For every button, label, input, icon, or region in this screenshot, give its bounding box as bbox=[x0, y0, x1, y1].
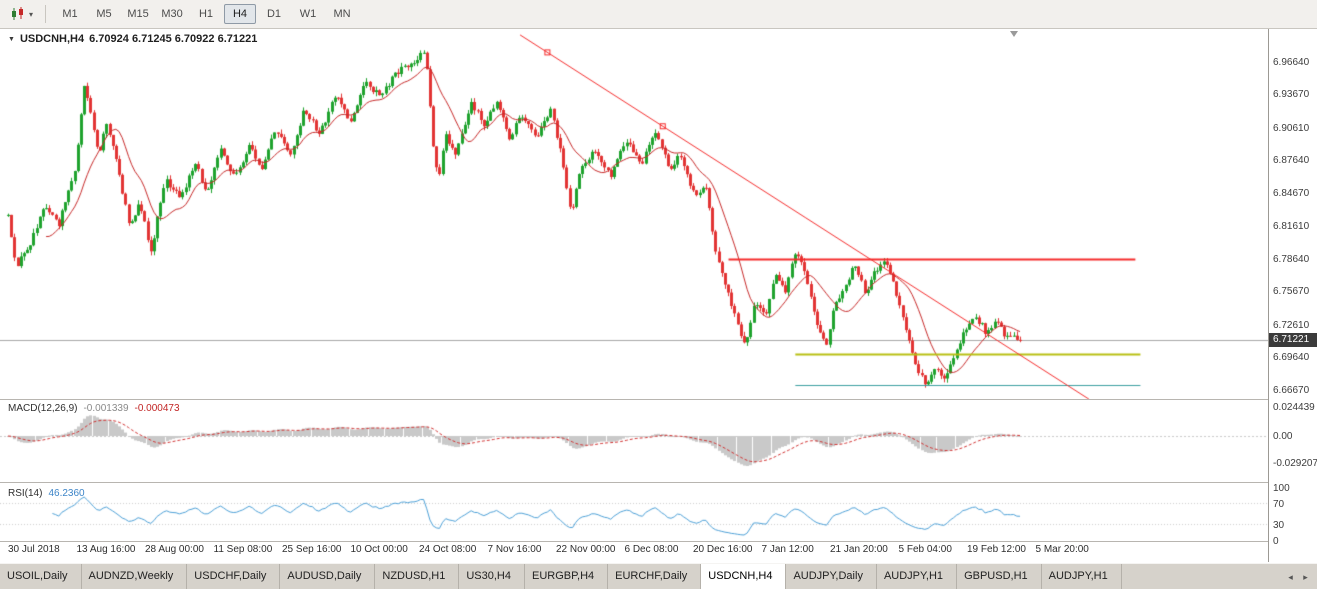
timeframe-button-m15[interactable]: M15 bbox=[127, 8, 149, 20]
price-axis-label: 6.90610 bbox=[1273, 122, 1310, 134]
time-axis-label: 5 Mar 20:00 bbox=[1035, 544, 1089, 555]
toolbar-separator bbox=[45, 5, 47, 23]
chart-tab-audjpy-h1[interactable]: AUDJPY,H1 bbox=[1042, 564, 1122, 589]
chart-shift-marker-icon[interactable] bbox=[1010, 31, 1018, 37]
price-axis-label: 6.81610 bbox=[1273, 221, 1310, 233]
price-macd-separator[interactable] bbox=[0, 399, 1317, 400]
macd-scale-label: -0.029207 bbox=[1273, 458, 1317, 469]
macd-label-row: MACD(12,26,9) -0.001339 -0.000473 bbox=[8, 403, 180, 414]
chart-tab-nzdusd-h1[interactable]: NZDUSD,H1 bbox=[375, 564, 460, 589]
time-axis-label: 25 Sep 16:00 bbox=[282, 544, 342, 555]
chart-tab-eurchf-daily[interactable]: EURCHF,Daily bbox=[608, 564, 702, 589]
price-axis-label: 6.69640 bbox=[1273, 352, 1310, 364]
tab-scrolls: ◂ ▸ bbox=[1283, 564, 1317, 589]
macd-label: MACD(12,26,9) bbox=[8, 403, 78, 414]
current-price-badge: 6.71221 bbox=[1269, 333, 1317, 348]
chart-tab-audusd-daily[interactable]: AUDUSD,Daily bbox=[280, 564, 376, 589]
time-axis-label: 7 Jan 12:00 bbox=[761, 544, 814, 555]
tab-scroll-right-icon[interactable]: ▸ bbox=[1303, 571, 1308, 582]
macd-scale-label: 0.024439 bbox=[1273, 402, 1315, 413]
time-axis: 30 Jul 2018 13 Aug 16:00 28 Aug 00:00 11 Se… bbox=[0, 544, 1268, 560]
timeframe-button-h1[interactable]: H1 bbox=[198, 8, 214, 20]
toolbar: ▾ M1 M5 M15 M30 H1 H4 D1 W1 MN bbox=[0, 0, 1317, 29]
rsi-label: RSI(14) bbox=[8, 488, 43, 499]
chart-tab-eurgbp-h4[interactable]: EURGBP,H4 bbox=[525, 564, 609, 589]
price-axis-label: 6.87640 bbox=[1273, 155, 1310, 167]
chart-symbol-label: USDCNH,H4 bbox=[19, 33, 85, 45]
chart-tab-audjpy-daily[interactable]: AUDJPY,Daily bbox=[786, 564, 877, 589]
price-axis-label: 6.78640 bbox=[1273, 253, 1310, 265]
rsi-label-row: RSI(14) 46.2360 bbox=[8, 488, 85, 499]
price-axis-label: 6.93670 bbox=[1273, 89, 1310, 101]
tabs-wrap: USOIL,Daily AUDNZD,Weekly USDCHF,Daily AUDU… bbox=[0, 564, 1122, 589]
price-axis-label: 6.96640 bbox=[1273, 56, 1310, 68]
time-axis-label: 5 Feb 04:00 bbox=[898, 544, 952, 555]
macd-scale-label: 0.00 bbox=[1273, 431, 1293, 442]
chart-type-button[interactable]: ▾ bbox=[5, 5, 38, 23]
time-axis-label: 10 Oct 00:00 bbox=[350, 544, 408, 555]
timeframe-button-d1[interactable]: D1 bbox=[266, 8, 282, 20]
timeframe-button-m1[interactable]: M1 bbox=[62, 8, 78, 20]
chart-tab-usoil-daily[interactable]: USOIL,Daily bbox=[0, 564, 82, 589]
rsi-scale-label: 70 bbox=[1273, 498, 1285, 510]
timeframe-button-mn[interactable]: MN bbox=[333, 8, 351, 20]
tab-scroll-left-icon[interactable]: ◂ bbox=[1288, 571, 1293, 582]
chart-tab-gbpusd-h1[interactable]: GBPUSD,H1 bbox=[957, 564, 1042, 589]
timeframe-button-w1[interactable]: W1 bbox=[299, 8, 317, 20]
chart-tab-usdchf-daily[interactable]: USDCHF,Daily bbox=[187, 564, 281, 589]
chart-tab-audjpy-h1[interactable]: AUDJPY,H1 bbox=[877, 564, 958, 589]
chevron-down-icon: ▾ bbox=[29, 9, 34, 19]
macd-signal-value: -0.000473 bbox=[134, 403, 180, 414]
price-axis-label: 6.72610 bbox=[1273, 319, 1310, 331]
price-axis-label: 6.66670 bbox=[1273, 385, 1310, 396]
timeframe-toolbar: M1 M5 M15 M30 H1 H4 D1 W1 MN bbox=[53, 4, 359, 24]
macd-main-value: -0.001339 bbox=[83, 403, 129, 414]
time-axis-label: 20 Dec 16:00 bbox=[693, 544, 753, 555]
chart-ohlc-values: 6.70924 6.71245 6.70922 6.71221 bbox=[89, 33, 258, 45]
macd-rsi-separator[interactable] bbox=[0, 482, 1317, 483]
chart-tab-us30-h4[interactable]: US30,H4 bbox=[459, 564, 525, 589]
time-axis-label: 11 Sep 08:00 bbox=[213, 544, 273, 555]
time-axis-label: 21 Jan 20:00 bbox=[830, 544, 888, 555]
chart-tab-audnzd-weekly[interactable]: AUDNZD,Weekly bbox=[82, 564, 188, 589]
time-axis-label: 30 Jul 2018 bbox=[8, 544, 60, 555]
time-axis-label: 6 Dec 08:00 bbox=[624, 544, 679, 555]
chart-tab-bar: USOIL,Daily AUDNZD,Weekly USDCHF,Daily AUDU… bbox=[0, 563, 1317, 589]
candlestick-chart-icon bbox=[12, 7, 23, 20]
time-axis-label: 28 Aug 00:00 bbox=[145, 544, 204, 555]
rsi-timeaxis-separator bbox=[0, 541, 1317, 542]
chart-title: ▼ USDCNH,H4 6.70924 6.71245 6.70922 6.71… bbox=[8, 33, 257, 45]
price-axis: 6.71221 6.96640 6.93670 6.90610 6.87640 6.84… bbox=[1268, 28, 1317, 562]
timeframe-button-h4[interactable]: H4 bbox=[224, 4, 257, 24]
time-axis-label: 24 Oct 08:00 bbox=[419, 544, 477, 555]
timeframe-button-m5[interactable]: M5 bbox=[96, 8, 112, 20]
price-axis-label: 6.84670 bbox=[1273, 187, 1310, 199]
time-axis-label: 22 Nov 00:00 bbox=[556, 544, 616, 555]
chart-canvas[interactable] bbox=[0, 28, 1268, 562]
time-axis-label: 19 Feb 12:00 bbox=[967, 544, 1026, 555]
timeframe-button-m30[interactable]: M30 bbox=[161, 8, 183, 20]
price-axis-label: 6.75670 bbox=[1273, 286, 1310, 298]
rsi-value: 46.2360 bbox=[48, 488, 85, 499]
rsi-scale-label: 0 bbox=[1273, 536, 1279, 547]
collapse-triangle-icon[interactable]: ▼ bbox=[8, 35, 15, 43]
rsi-scale-label: 100 bbox=[1273, 483, 1290, 494]
time-axis-label: 7 Nov 16:00 bbox=[487, 544, 542, 555]
chart-tab-usdcnh-h4[interactable]: USDCNH,H4 bbox=[701, 564, 787, 589]
rsi-scale-label: 30 bbox=[1273, 520, 1285, 532]
time-axis-label: 13 Aug 16:00 bbox=[76, 544, 136, 555]
